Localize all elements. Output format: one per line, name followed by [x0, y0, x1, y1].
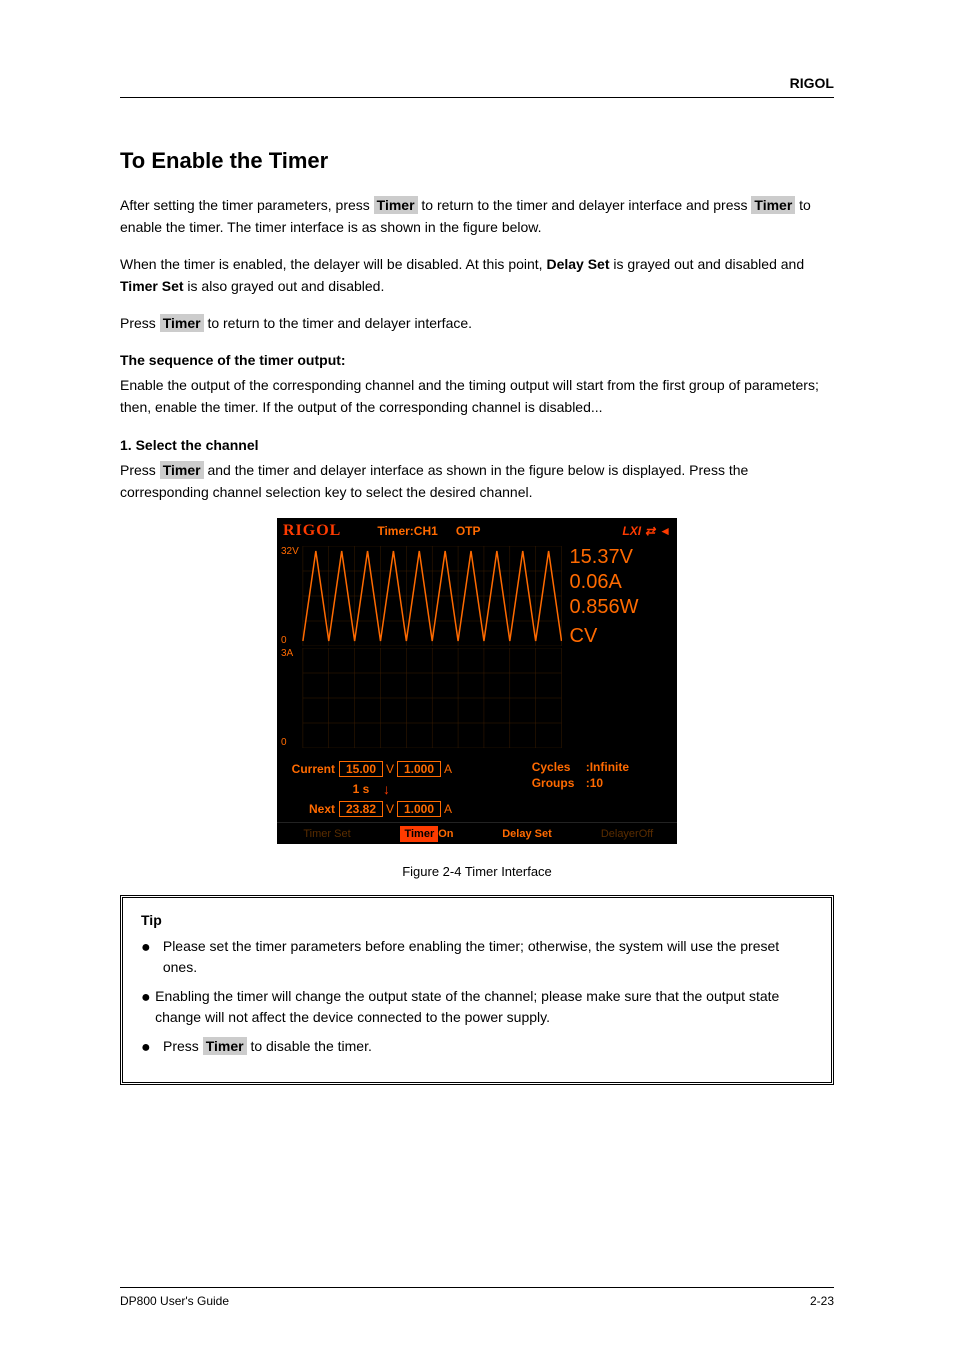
text: and the timer and delayer interface as s… — [120, 462, 748, 500]
text: Timer Set — [120, 278, 184, 294]
timer-key-ref: Timer — [374, 196, 418, 214]
tip-inline: When the timer is enabled, the delayer w… — [120, 253, 834, 298]
menu-timer-set[interactable]: Timer Set — [277, 823, 377, 844]
footer-left: DP800 User's Guide — [120, 1294, 229, 1308]
menu-delay-set[interactable]: Delay Set — [477, 823, 577, 844]
cycles-label: Cycles — [532, 760, 586, 774]
seq-subhead: The sequence of the timer output: — [120, 352, 834, 368]
text: Delay Set — [546, 256, 609, 272]
timer-key-ref-2: Timer — [751, 196, 795, 214]
timer-key-ref-4: Timer — [160, 461, 204, 479]
otp-badge: OTP — [456, 524, 481, 538]
timer-key-ref-5: Timer — [203, 1037, 247, 1055]
menu-timer-lbl: Timer — [400, 826, 438, 842]
current-a: 1.000 — [397, 761, 441, 777]
next-a-unit: A — [441, 802, 455, 816]
text: to disable the timer. — [247, 1038, 372, 1054]
reading-current: 0.06A — [570, 571, 671, 594]
current-a-unit: A — [441, 762, 455, 776]
text: to return to the timer and delayer inter… — [204, 315, 472, 331]
next-v: 23.82 — [339, 801, 383, 817]
v-ymin: 0 — [281, 635, 287, 646]
tip-title: Tip — [141, 912, 813, 928]
figure-caption: Figure 2-4 Timer Interface — [120, 864, 834, 879]
menu-timer-state: On — [438, 828, 453, 840]
bullet-icon: ● — [141, 1036, 163, 1060]
page-footer: DP800 User's Guide 2-23 — [120, 1287, 834, 1308]
lxi-icon: LXI — [622, 524, 641, 538]
text: Press — [163, 1038, 203, 1054]
cycles-value: :Infinite — [586, 760, 629, 774]
text: When the timer is enabled, the delayer w… — [120, 256, 546, 272]
usb-icon: ⇄ — [645, 524, 655, 538]
tip-box: Tip ●Please set the timer parameters bef… — [120, 895, 834, 1085]
time-val: 1 s — [339, 782, 383, 796]
device-screenshot: RIGOL Timer:CH1 OTP LXI ⇄ ◄ 32V 0 — [277, 518, 677, 844]
next-v-unit: V — [383, 802, 397, 816]
reading-mode: CV — [570, 625, 671, 648]
select-channel-body: Press Timer and the timer and delayer in… — [120, 459, 834, 504]
tip-item-2: Enabling the timer will change the outpu… — [155, 986, 813, 1028]
scope-brand: RIGOL — [283, 522, 341, 540]
text: to return to the timer and delayer inter… — [418, 197, 752, 213]
text: is grayed out and disabled and — [610, 256, 805, 272]
text: After setting the timer parameters, pres… — [120, 197, 374, 213]
softkey-menu: Timer Set TimerOn Delay Set DelayerOff — [277, 822, 677, 844]
scope-title: Timer:CH1 — [377, 524, 437, 538]
next-a: 1.000 — [397, 801, 441, 817]
tip-item-1: Please set the timer parameters before e… — [163, 936, 813, 978]
a-ymin: 0 — [281, 737, 287, 748]
current-graph: 3A 0 — [283, 648, 562, 748]
menu-delayer-off[interactable]: DelayerOff — [577, 823, 677, 844]
reading-power: 0.856W — [570, 596, 671, 619]
brand-header: RIGOL — [120, 75, 834, 98]
text: is also grayed out and disabled. — [184, 278, 385, 294]
a-ymax: 3A — [281, 648, 293, 659]
groups-label: Groups — [532, 776, 586, 790]
page-title: To Enable the Timer — [120, 148, 834, 174]
next-label: Next — [283, 802, 339, 816]
footer-right: 2-23 — [810, 1294, 834, 1308]
v-ymax: 32V — [281, 546, 299, 557]
seq-body: Enable the output of the corresponding c… — [120, 374, 834, 419]
para-return: Press Timer to return to the timer and d… — [120, 312, 834, 334]
bullet-icon: ● — [141, 936, 163, 978]
text: Press — [120, 315, 160, 331]
arrow-down-icon: ↓ — [383, 781, 390, 797]
current-label: Current — [283, 762, 339, 776]
voltage-graph: 32V 0 — [283, 546, 562, 646]
intro-paragraph: After setting the timer parameters, pres… — [120, 194, 834, 239]
sound-icon: ◄ — [659, 524, 671, 538]
groups-value: :10 — [586, 776, 603, 790]
reading-voltage: 15.37V — [570, 546, 671, 569]
timer-key-ref-3: Timer — [160, 314, 204, 332]
bullet-icon: ● — [141, 986, 155, 1028]
select-channel-subhead: 1. Select the channel — [120, 437, 834, 453]
menu-timer-toggle[interactable]: TimerOn — [377, 823, 477, 844]
tip-item-3: Press Timer to disable the timer. — [163, 1036, 372, 1060]
current-v: 15.00 — [339, 761, 383, 777]
text: Press — [120, 462, 160, 478]
current-v-unit: V — [383, 762, 397, 776]
